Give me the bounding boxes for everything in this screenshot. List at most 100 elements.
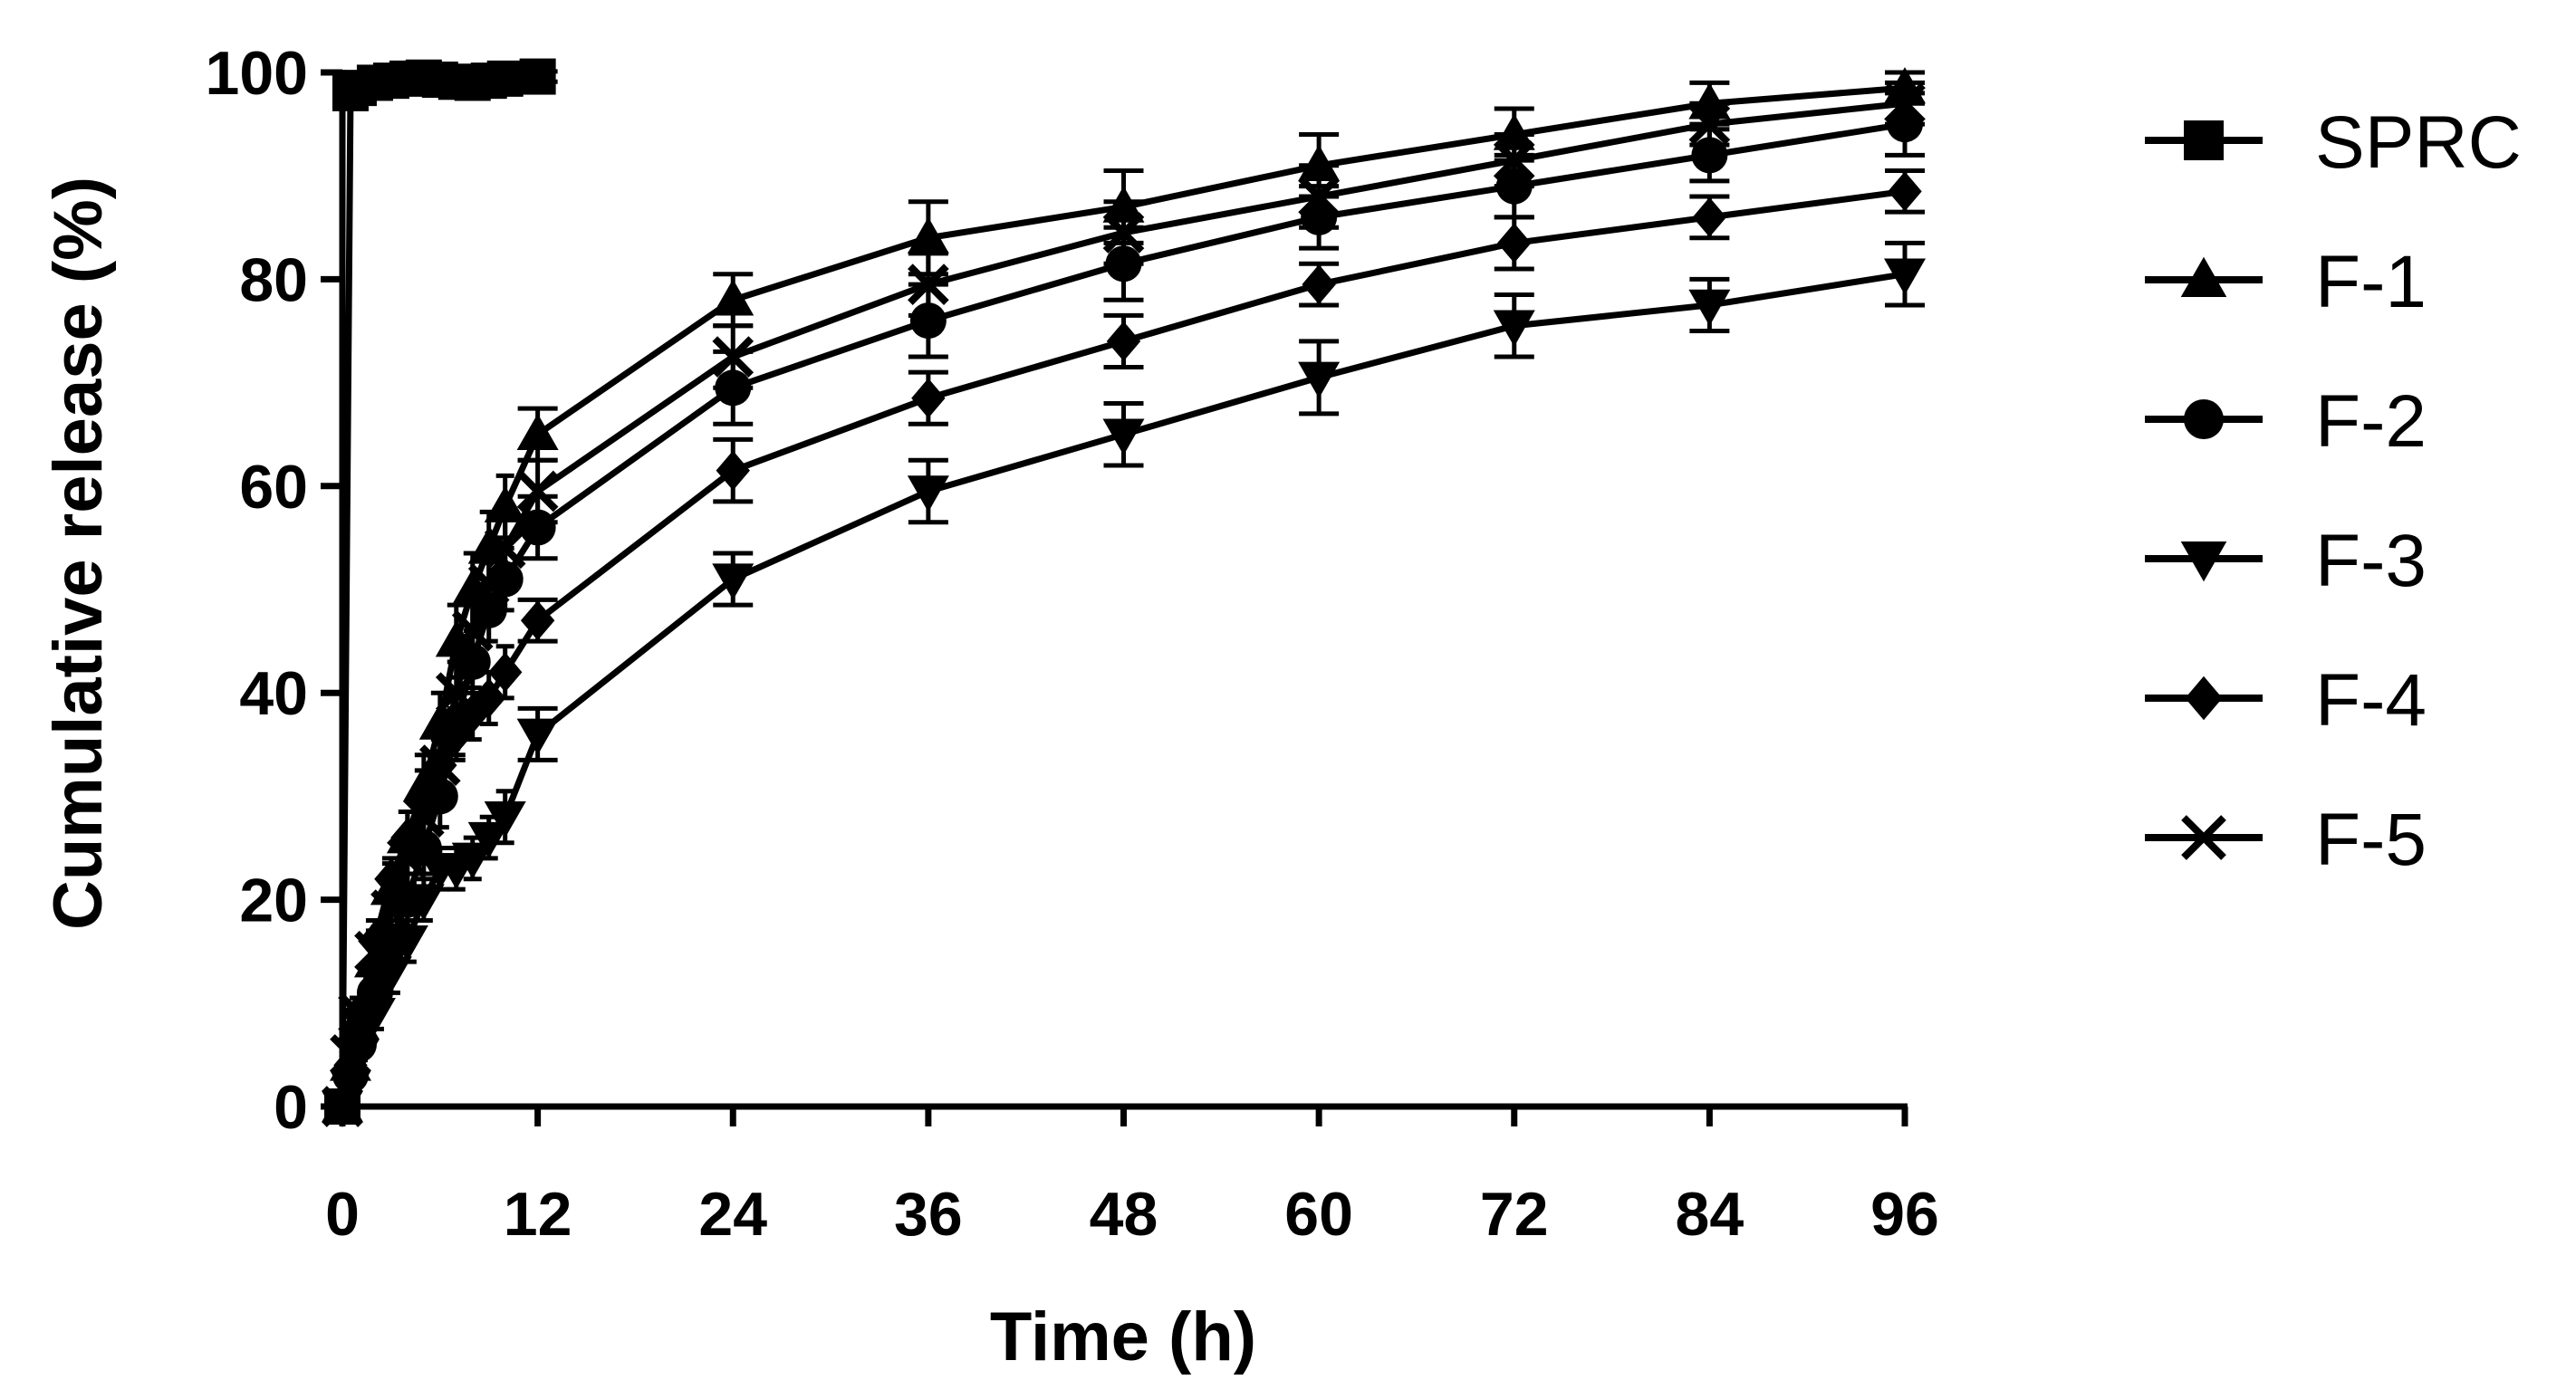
marker	[451, 842, 494, 879]
marker	[907, 216, 949, 254]
legend-item-f-4: F-4	[2145, 659, 2427, 742]
x-tick-label: 84	[1676, 1180, 1745, 1249]
marker	[1102, 212, 1145, 254]
y-tick-label: 40	[239, 659, 308, 728]
marker	[516, 470, 559, 513]
marker	[907, 475, 949, 513]
marker-stroke	[387, 838, 428, 879]
y-tick-label: 60	[239, 453, 308, 522]
y-tick-label: 80	[239, 245, 308, 314]
marker	[1884, 82, 1926, 125]
marker-stroke	[330, 1034, 371, 1076]
marker	[418, 744, 461, 786]
marker	[2181, 815, 2226, 860]
marker-stroke	[712, 336, 755, 378]
x-tick-label: 24	[698, 1180, 767, 1249]
legend: SPRC F-1 F-2 F-3 F-4 F-5	[2145, 101, 2522, 881]
marker-stroke	[418, 744, 461, 786]
series-f-4	[325, 168, 1925, 1126]
marker-stroke	[484, 527, 526, 570]
y-tick-label: 100	[206, 39, 308, 108]
marker	[435, 672, 477, 714]
marker	[1298, 176, 1340, 217]
legend-item-f-5: F-5	[2145, 799, 2427, 881]
marker	[519, 509, 556, 546]
legend-item-sprc: SPRC	[2145, 101, 2522, 184]
marker	[1302, 264, 1336, 305]
marker	[712, 563, 755, 600]
marker	[338, 992, 380, 1035]
marker	[472, 677, 506, 718]
legend-item-f-2: F-2	[2145, 380, 2427, 463]
legend-label: F-2	[2315, 380, 2427, 463]
series-sprc	[324, 58, 558, 1125]
legend-label: F-1	[2315, 241, 2427, 323]
marker	[1692, 196, 1727, 237]
x-axis-title: Time (h)	[990, 1298, 1256, 1375]
marker-stroke	[908, 264, 949, 305]
series-f-5	[322, 80, 1926, 1127]
series-f-3	[322, 240, 1926, 1127]
marker	[403, 796, 445, 838]
marker	[1106, 321, 1141, 361]
marker	[1688, 289, 1731, 326]
marker	[2184, 120, 2224, 160]
legend-label: F-3	[2315, 520, 2427, 602]
marker	[1888, 171, 1922, 212]
marker-stroke	[1493, 139, 1535, 181]
marker	[2184, 399, 2224, 439]
marker-stroke	[1102, 212, 1145, 254]
x-tick-label: 48	[1090, 1180, 1158, 1249]
legend-item-f-3: F-3	[2145, 520, 2427, 602]
x-tick-label: 0	[325, 1180, 360, 1249]
marker-stroke	[1688, 103, 1731, 145]
legend-label: SPRC	[2315, 101, 2522, 184]
x-tick-label: 60	[1284, 1180, 1353, 1249]
marker	[322, 1086, 363, 1127]
marker-stroke	[322, 1086, 363, 1127]
marker	[712, 336, 755, 378]
marker	[330, 1034, 371, 1076]
marker-stroke	[467, 563, 510, 606]
marker	[2185, 676, 2223, 721]
marker	[911, 378, 946, 418]
marker	[908, 264, 949, 305]
marker	[516, 413, 559, 450]
y-axis-title: Cumulative release (%)	[40, 177, 117, 930]
marker	[1497, 223, 1532, 264]
axes: 0 12 24 36 48 60 72 84 96 0 20 40 60 80 100	[206, 39, 1939, 1249]
marker	[487, 652, 523, 693]
marker	[1493, 113, 1535, 150]
marker-stroke	[1298, 176, 1340, 217]
marker	[519, 58, 556, 95]
y-tick-label: 20	[239, 867, 308, 935]
marker	[467, 563, 510, 606]
marker	[467, 821, 510, 859]
x-tick-label: 72	[1480, 1180, 1549, 1249]
marker-stroke	[338, 992, 380, 1035]
legend-label: F-5	[2315, 799, 2427, 881]
marker	[484, 527, 526, 570]
marker	[1688, 103, 1731, 145]
marker	[387, 838, 428, 879]
marker-stroke	[451, 609, 494, 652]
marker	[1102, 418, 1145, 455]
marker	[354, 930, 396, 973]
marker	[712, 279, 755, 316]
x-tick-label: 12	[504, 1180, 572, 1249]
x-tick-label: 36	[894, 1180, 963, 1249]
series-line	[339, 271, 1906, 1108]
marker-stroke	[370, 889, 412, 931]
marker	[1493, 139, 1535, 181]
x-tick-label: 96	[1870, 1180, 1939, 1249]
y-tick-label: 0	[274, 1073, 308, 1142]
marker	[486, 60, 524, 97]
plot-series	[322, 58, 1926, 1127]
marker	[402, 884, 445, 921]
marker	[484, 485, 526, 522]
marker	[2180, 541, 2227, 582]
marker-stroke	[435, 672, 477, 714]
x-ticks: 0 12 24 36 48 60 72 84 96	[325, 1107, 1939, 1249]
legend-item-f-1: F-1	[2145, 241, 2427, 323]
